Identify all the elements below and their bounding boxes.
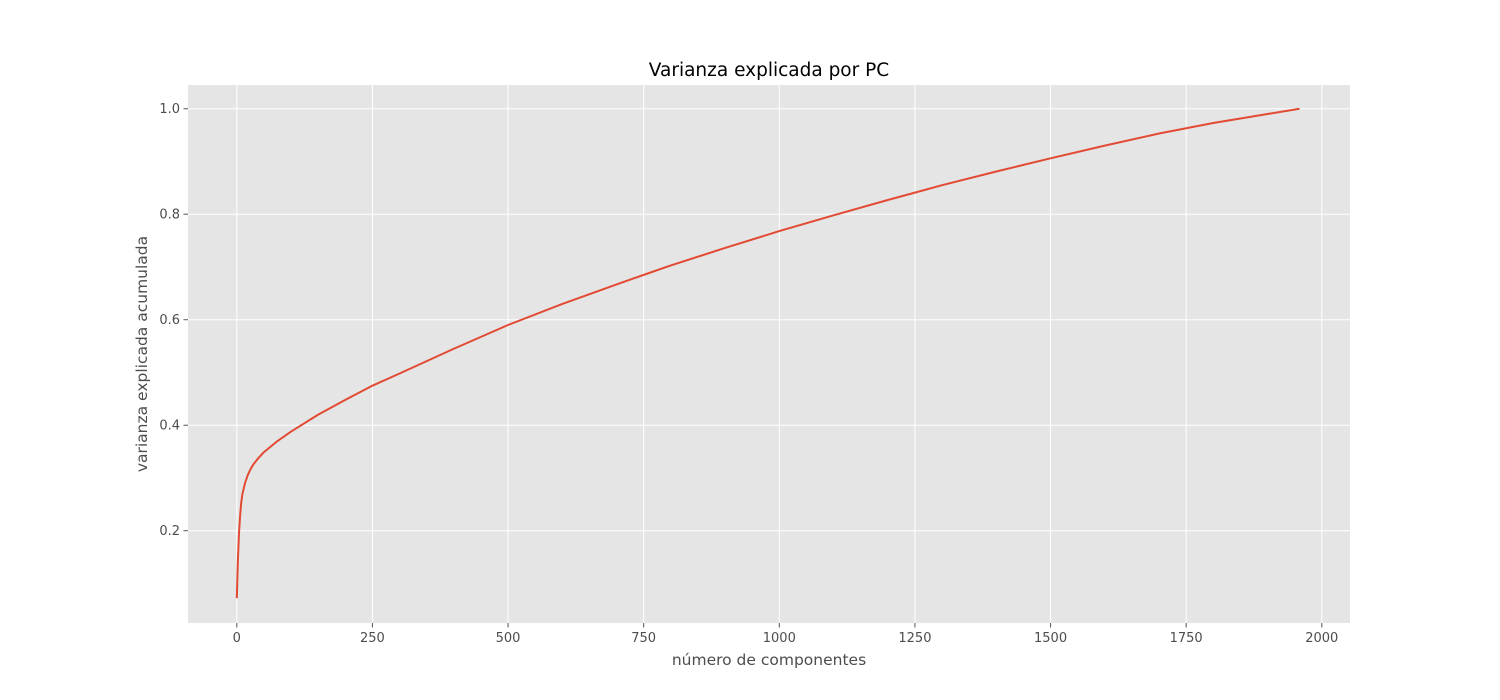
x-tick-label: 750 bbox=[631, 631, 656, 646]
x-tick-label: 1500 bbox=[1034, 631, 1067, 646]
x-tick-label: 500 bbox=[496, 631, 521, 646]
x-tick-label: 2000 bbox=[1305, 631, 1338, 646]
x-tick-label: 1000 bbox=[763, 631, 796, 646]
y-tick-label: 0.4 bbox=[159, 419, 180, 434]
plot-background bbox=[188, 85, 1350, 623]
grid-lines bbox=[188, 85, 1350, 623]
y-axis-title: varianza explicada acumulada bbox=[133, 236, 151, 472]
y-tick-label: 0.2 bbox=[159, 524, 180, 539]
x-axis-title: número de componentes bbox=[672, 651, 866, 669]
y-tick-label: 0.8 bbox=[159, 208, 180, 223]
y-tick-label: 1.0 bbox=[159, 102, 180, 117]
chart-title: Varianza explicada por PC bbox=[649, 60, 889, 81]
x-tick-label: 0 bbox=[233, 631, 241, 646]
series-layer bbox=[235, 107, 1300, 599]
x-axis-ticks: 0 250 500 750 1000 1250 1500 1750 2000 bbox=[233, 623, 1338, 646]
x-tick-label: 1750 bbox=[1170, 631, 1203, 646]
series-line bbox=[235, 107, 1300, 599]
y-axis-ticks: 0.2 0.4 0.6 0.8 1.0 bbox=[159, 102, 188, 539]
x-tick-label: 1250 bbox=[898, 631, 931, 646]
x-tick-label: 250 bbox=[360, 631, 385, 646]
y-tick-label: 0.6 bbox=[159, 313, 180, 328]
